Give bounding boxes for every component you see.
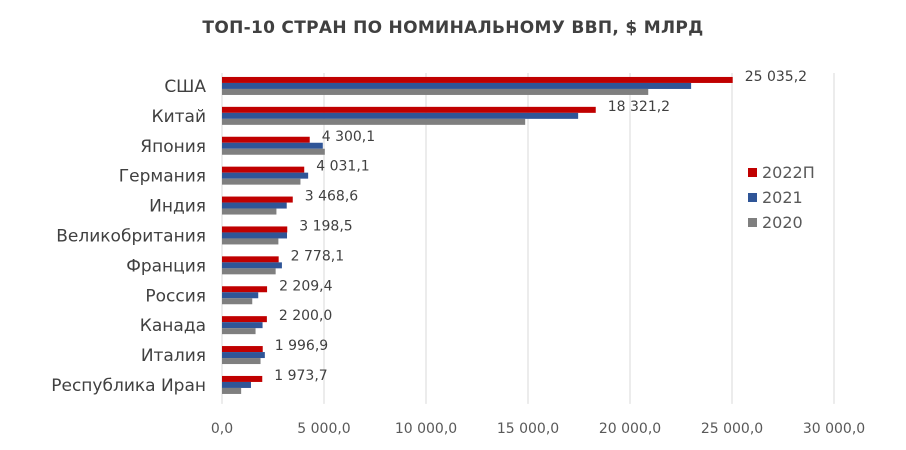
category-label: Франция [126,256,206,276]
category-label: Россия [145,286,206,306]
bar-2022П-3 [222,166,305,173]
category-label: Республика Иран [51,376,206,396]
data-label: 2 209,4 [279,278,333,294]
bar-2021-2 [222,142,323,149]
bar-2022П-10 [222,375,263,382]
category-label: Япония [140,137,206,157]
x-tick-label: 15 000,0 [497,421,559,437]
bar-2022П-2 [222,136,310,143]
bar-2022П-9 [222,346,263,353]
legend-swatch [748,218,757,227]
x-tick-label: 10 000,0 [395,421,457,437]
data-label: 4 300,1 [322,129,375,145]
x-tick-label: 30 000,0 [803,421,865,437]
category-labels: США Китай Япония Германия Индия Великобритани… [51,77,206,396]
bar-2020-0 [222,88,649,95]
bar-2022П-7 [222,286,268,293]
bar-2022П-8 [222,316,267,323]
bar-2020-1 [222,118,526,125]
data-label: 18 321,2 [608,99,670,115]
bar-2020-9 [222,358,261,365]
bar-2020-8 [222,328,256,335]
bar-2021-5 [222,232,288,239]
bar-2022П-1 [222,106,596,113]
legend-label: 2021 [762,188,803,207]
bars [222,76,733,394]
bar-2022П-4 [222,196,293,203]
category-label: Италия [141,346,206,366]
bar-2020-5 [222,238,279,245]
bar-2021-1 [222,112,579,119]
bar-2021-8 [222,322,263,329]
bar-2021-0 [222,82,692,89]
data-label: 1 996,9 [275,338,328,354]
data-label: 25 035,2 [745,69,807,85]
bar-2020-6 [222,268,276,275]
legend: 2022П 2021 2020 [748,163,815,232]
bar-2020-2 [222,148,325,155]
bar-2021-4 [222,202,287,209]
data-label: 3 198,5 [299,218,352,234]
category-label: Великобритания [56,226,206,246]
bar-2021-7 [222,292,259,299]
category-label: Германия [119,167,206,187]
bar-2021-9 [222,352,265,359]
data-label: 2 778,1 [291,248,344,264]
legend-swatch [748,193,757,202]
data-label: 4 031,1 [316,159,369,175]
data-label: 1 973,7 [274,368,327,384]
bar-2020-7 [222,298,253,305]
bar-2020-3 [222,178,301,185]
bar-2022П-0 [222,76,733,83]
x-tick-label: 0,0 [211,421,233,437]
bar-2021-10 [222,381,251,388]
bar-2020-10 [222,387,242,394]
data-label: 2 200,0 [279,308,332,324]
legend-label: 2022П [762,163,815,182]
x-tick-label: 25 000,0 [701,421,763,437]
x-axis-tick-labels: 0,0 5 000,0 10 000,0 15 000,0 20 000,0 25 000… [211,421,865,437]
bar-2021-3 [222,172,309,179]
chart-title: ТОП-10 СТРАН ПО НОМИНАЛЬНОМУ ВВП, $ МЛРД [202,18,704,38]
legend-swatch [748,168,757,177]
category-label: Китай [152,107,207,127]
category-label: Канада [140,316,206,336]
bar-2022П-5 [222,226,288,233]
data-label: 3 468,6 [305,189,359,205]
bar-2021-6 [222,262,282,269]
category-label: США [164,77,206,97]
x-tick-label: 5 000,0 [297,421,350,437]
bar-2022П-6 [222,256,279,263]
data-labels: 25 035,2 18 321,2 4 300,1 4 031,1 3 468,6 3 1… [274,69,807,384]
x-tick-label: 20 000,0 [599,421,661,437]
category-label: Индия [149,197,206,217]
legend-label: 2020 [762,213,803,232]
bar-2020-4 [222,208,277,215]
